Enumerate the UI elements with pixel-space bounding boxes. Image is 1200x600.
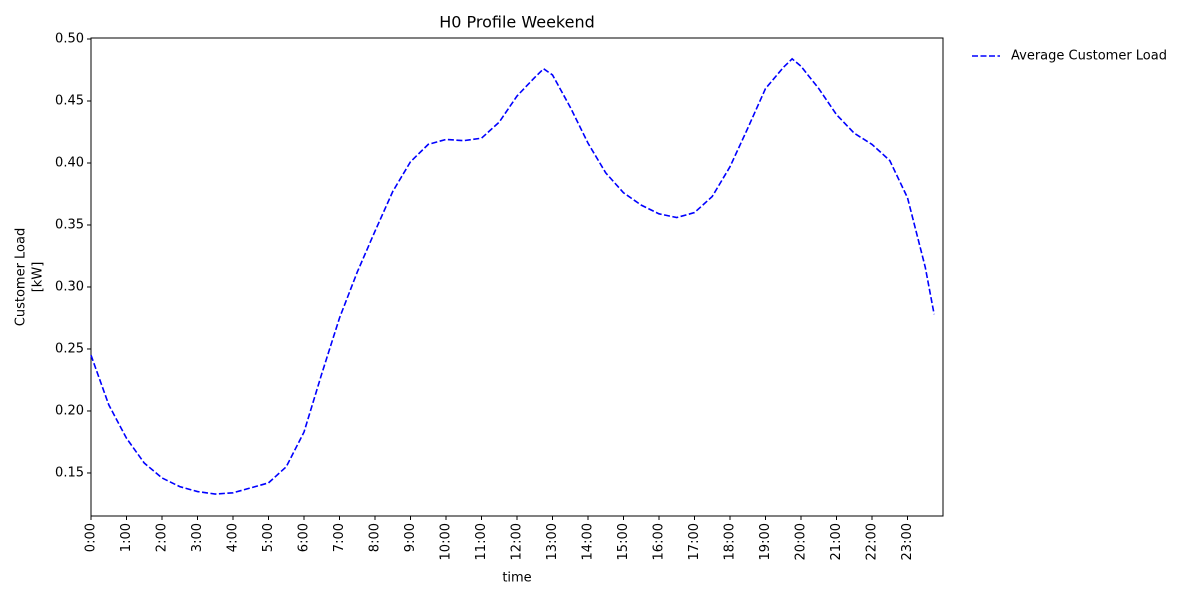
x-tick-label: 16:00 bbox=[652, 523, 667, 560]
x-tick-label: 0:00 bbox=[84, 523, 99, 552]
y-tick-label: 0.15 bbox=[55, 465, 84, 480]
chart-title: H0 Profile Weekend bbox=[439, 13, 595, 32]
plot-frame bbox=[90, 37, 944, 517]
x-axis-label: time bbox=[502, 571, 531, 586]
x-tick-label: 3:00 bbox=[190, 523, 205, 552]
x-tick-label: 15:00 bbox=[616, 523, 631, 560]
x-tick-label: 14:00 bbox=[581, 523, 596, 560]
x-tick-label: 9:00 bbox=[403, 523, 418, 552]
x-tick-label: 8:00 bbox=[368, 523, 383, 552]
x-tick-label: 20:00 bbox=[794, 523, 809, 560]
data-line bbox=[90, 57, 935, 495]
x-tick-label: 11:00 bbox=[474, 523, 489, 560]
y-tick-label: 0.50 bbox=[55, 31, 84, 46]
x-tick-label: 2:00 bbox=[155, 523, 170, 552]
x-tick-label: 6:00 bbox=[297, 523, 312, 552]
x-tick-label: 5:00 bbox=[261, 523, 276, 552]
x-tick-label: 23:00 bbox=[900, 523, 915, 560]
x-tick-label: 7:00 bbox=[332, 523, 347, 552]
x-tick-label: 10:00 bbox=[439, 523, 454, 560]
y-axis-label-line: [kW] bbox=[31, 262, 46, 293]
y-tick-label: 0.25 bbox=[55, 341, 84, 356]
x-tick-label: 18:00 bbox=[723, 523, 738, 560]
x-tick-label: 22:00 bbox=[865, 523, 880, 560]
x-tick-label: 12:00 bbox=[510, 523, 525, 560]
y-tick-label: 0.40 bbox=[55, 155, 84, 170]
x-tick-label: 1:00 bbox=[119, 523, 134, 552]
y-tick-label: 0.45 bbox=[55, 93, 84, 108]
x-tick-label: 17:00 bbox=[687, 523, 702, 560]
y-tick-label: 0.30 bbox=[55, 279, 84, 294]
legend-label: Average Customer Load bbox=[1011, 49, 1167, 64]
y-tick-label: 0.35 bbox=[55, 217, 84, 232]
x-tick-label: 4:00 bbox=[226, 523, 241, 552]
x-tick-label: 13:00 bbox=[545, 523, 560, 560]
y-tick-label: 0.20 bbox=[55, 403, 84, 418]
y-axis-label-line: Customer Load bbox=[14, 228, 29, 326]
y-axis-label: Customer Load [kW] bbox=[14, 228, 46, 326]
x-tick-label: 21:00 bbox=[829, 523, 844, 560]
x-tick-label: 19:00 bbox=[758, 523, 773, 560]
